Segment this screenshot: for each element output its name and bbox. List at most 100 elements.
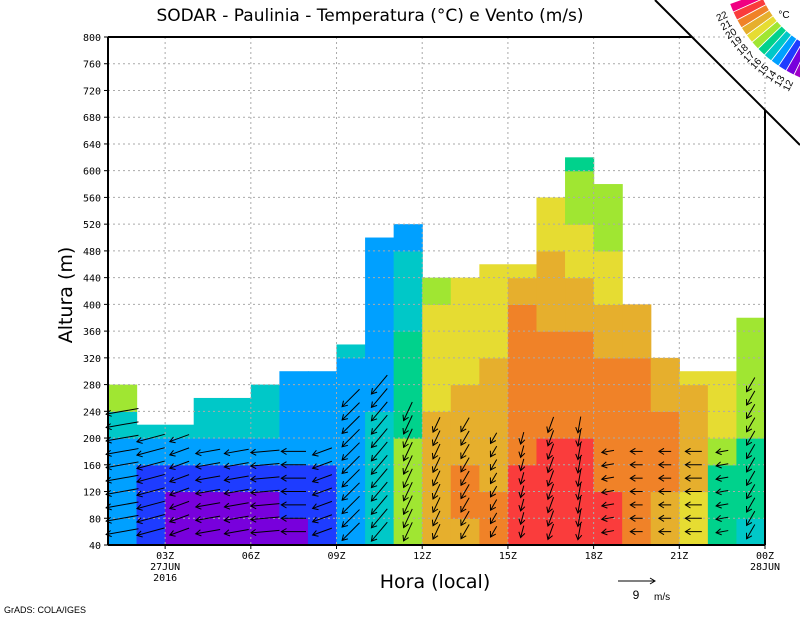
wind-arrow-shaft [547,483,555,500]
wind-arrow-shaft [106,461,139,469]
wind-arrow [402,522,413,542]
wind-arrow-head [311,490,319,497]
wind-arrow [629,501,643,509]
y-tick-label: 800 [83,33,101,44]
wind-arrow-head [370,535,378,542]
colorbar-segment [793,61,800,79]
wind-arrow-shaft [371,481,388,502]
x-tick-label: 06Z [242,551,260,562]
wind-arrow [168,474,190,484]
wind-arrow-head [168,490,176,497]
wind-arrow-head [402,454,409,462]
wind-arrow-shaft [547,510,555,527]
wind-arrow-shaft [520,472,525,485]
wind-arrow [402,428,413,449]
x-tick-label: 18Z [585,551,603,562]
wind-arrow [518,485,526,499]
wind-arrow-head [684,487,691,496]
wind-arrow-head [249,475,257,483]
wind-arrow [223,475,249,483]
wind-arrow-head [194,489,202,497]
wind-arrow-shaft [106,448,139,455]
temperature-cell [736,357,766,386]
y-tick-label: 680 [83,113,101,124]
wind-arrow-head [629,447,636,455]
temperature-cell [679,411,709,439]
wind-arrow [402,441,413,462]
wind-arrow-head [746,532,753,540]
wind-arrow-head [575,480,583,488]
y-tick-label: 720 [83,86,101,97]
wind-arrow-head [223,529,231,537]
wind-arrow [223,448,249,457]
wind-arrow-shaft [490,459,498,471]
temperature-cell [593,184,623,199]
wind-arrow-shaft [250,489,280,494]
wind-arrow-head [370,414,378,422]
wind-arrow-shaft [403,508,413,528]
wind-arrow [460,484,470,500]
wind-arrow-head [431,533,439,540]
wind-arrow [402,508,413,529]
wind-arrow-shaft [432,470,441,486]
temperature-cell [507,384,538,412]
wind-arrow-shaft [224,515,249,521]
wind-arrow [546,470,555,487]
wind-arrow-head [105,530,112,538]
wind-arrow-head [657,528,665,536]
temperature-cell [593,411,623,439]
wind-arrow [546,430,555,447]
wind-arrow [575,469,583,488]
wind-arrow-shaft [169,434,190,443]
temperature-cell [536,224,566,252]
temperature-cell [108,384,138,412]
wind-arrow-head [546,506,553,514]
wind-arrow-head [746,399,753,406]
wind-arrow-head [575,453,583,461]
wind-arrow [715,474,729,482]
temperature-cell [536,357,566,386]
wind-arrow-head [105,476,112,484]
wind-arrow [746,430,756,447]
wind-arrow-head [223,476,231,483]
wind-arrow [370,388,388,409]
wind-arrow-shaft [460,470,470,486]
wind-arrow [489,512,498,525]
wind-arrow [370,428,388,449]
wind-arrow-head [135,463,143,471]
wind-arrow-shaft [746,484,756,499]
wind-arrow-shaft [520,485,525,498]
temperature-cell [365,331,395,359]
wind-arrow-head [135,437,143,444]
wind-arrow [600,528,615,536]
wind-arrow-shaft [601,530,615,534]
temperature-cell [365,250,395,279]
wind-arrow-head [489,530,497,538]
wind-arrow-head [460,465,467,473]
temperature-cell [365,277,395,305]
wind-arrow-shaft [520,525,525,538]
wind-arrow-shaft [432,497,441,513]
temperature-cell [707,384,738,412]
wind-arrow [746,390,756,406]
temperature-cell [450,384,480,412]
y-tick-label: 520 [83,220,101,231]
wind-arrow-shaft [371,495,388,515]
wind-arrow-head [546,520,553,527]
wind-arrow [489,459,498,471]
temperature-cell [622,384,652,412]
wind-arrow-shaft [312,487,333,496]
wind-arrow-shaft [169,447,190,456]
wind-arrow-head [460,425,467,433]
x-tick-label: 09Z [327,551,345,562]
temperature-cell [450,331,480,359]
wind-arrow-shaft [432,483,441,500]
colorbar-unit: °C [778,10,789,21]
wind-arrow [105,434,139,444]
temperature-cell [222,411,252,439]
wind-arrow [280,514,307,522]
wind-arrow-shaft [250,529,280,534]
temperature-cell [422,357,452,386]
wind-arrow [657,501,672,509]
wind-arrow [518,431,526,445]
